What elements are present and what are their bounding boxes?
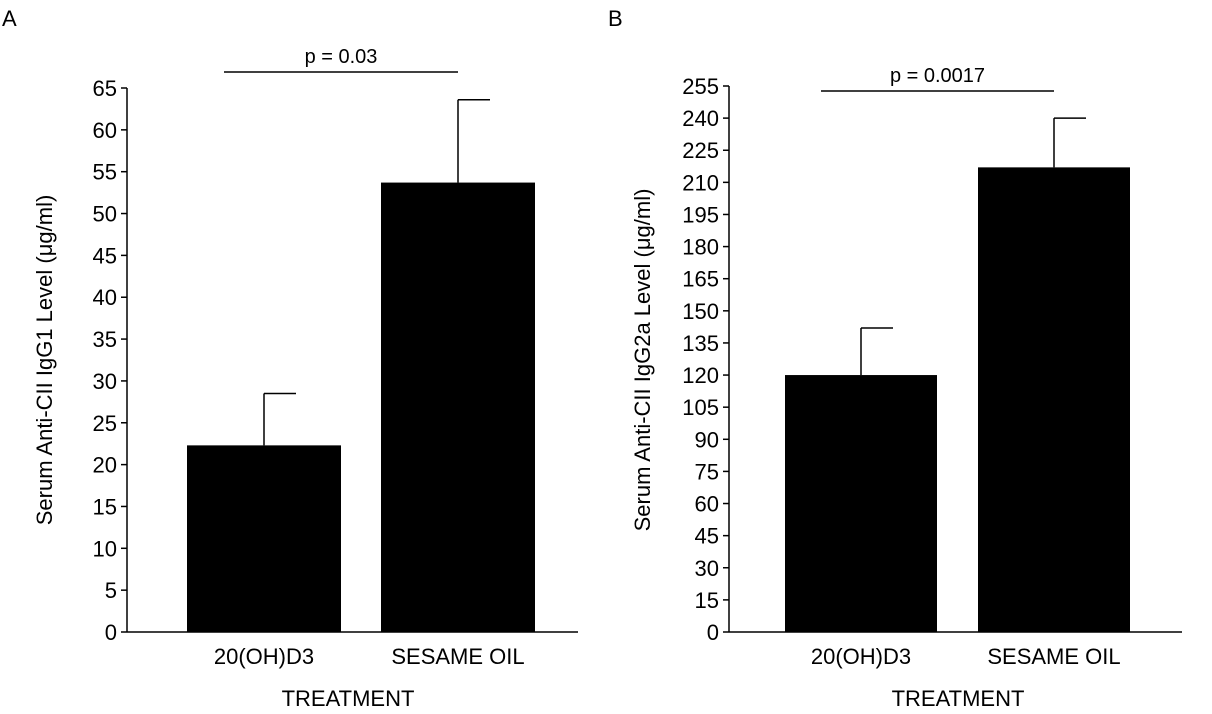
y-axis-title: Serum Anti-CII IgG2a Level (μg/ml) [630,189,655,532]
y-tick-label: 60 [695,492,719,517]
y-tick-label: 65 [93,76,117,101]
y-tick-label: 5 [105,578,117,603]
y-tick-label: 10 [93,536,117,561]
y-tick-label: 135 [682,331,719,356]
y-tick-label: 50 [93,202,117,227]
y-tick-label: 0 [105,620,117,645]
y-tick-label: 165 [682,267,719,292]
significance-label: p = 0.03 [305,46,378,68]
panel-label: A [2,6,17,31]
y-tick-label: 75 [695,459,719,484]
chart-b-svg: B 0 15 30 45 60 75 90 105 120 135 150 165 180 195 210 22… [608,6,1182,711]
x-axis-title: TREATMENT [892,686,1025,711]
chart-panel-a: A 0 5 10 15 20 25 30 35 40 45 50 55 60 65 Serum Anti-CI… [2,6,578,711]
significance-label: p = 0.0017 [890,65,985,87]
panel-label: B [608,6,623,31]
chart-a-svg: A 0 5 10 15 20 25 30 35 40 45 50 55 60 65 Serum Anti-CI… [2,6,578,711]
y-tick-label: 25 [93,411,117,436]
y-tick-label: 15 [93,494,117,519]
y-tick-label: 20 [93,453,117,478]
y-tick-label: 240 [682,106,719,131]
y-tick-label: 45 [695,524,719,549]
y-tick-label: 180 [682,235,719,260]
x-axis-title: TREATMENT [282,686,415,711]
y-tick-label: 60 [93,118,117,143]
bar [978,167,1130,633]
category-label: 20(OH)D3 [811,644,911,669]
y-axis-title: Serum Anti-CII IgG1 Level (μg/ml) [32,195,57,526]
category-label: SESAME OIL [987,644,1120,669]
y-tick-label: 150 [682,299,719,324]
y-tick-label: 15 [695,588,719,613]
y-tick-label: 90 [695,427,719,452]
category-label: 20(OH)D3 [214,644,314,669]
y-tick-label: 45 [93,243,117,268]
y-tick-label: 105 [682,395,719,420]
y-tick-label: 195 [682,202,719,227]
bar [187,445,341,632]
chart-panel-b: B 0 15 30 45 60 75 90 105 120 135 150 165 180 195 210 22… [606,0,1212,714]
bar [785,375,937,632]
y-tick-label: 120 [682,363,719,388]
y-tick-label: 30 [695,556,719,581]
y-tick-label: 30 [93,369,117,394]
category-label: SESAME OIL [391,644,524,669]
y-tick-label: 55 [93,160,117,185]
bar [381,182,535,632]
y-tick-label: 225 [682,138,719,163]
y-tick-label: 255 [682,74,719,99]
y-tick-label: 35 [93,327,117,352]
y-tick-label: 0 [707,620,719,645]
y-tick-label: 210 [682,170,719,195]
y-tick-label: 40 [93,285,117,310]
